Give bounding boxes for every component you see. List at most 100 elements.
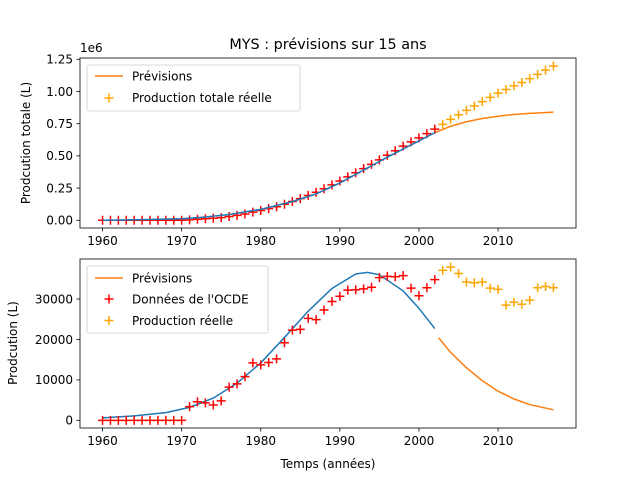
oecd-point xyxy=(192,214,202,224)
real-point xyxy=(541,281,551,291)
oecd-point xyxy=(272,354,282,364)
y-tick-label: 0.00 xyxy=(46,214,73,228)
chart-bottom-marks xyxy=(98,262,558,425)
x-axis-label: Temps (années) xyxy=(280,457,376,471)
oecd-point xyxy=(216,396,226,406)
y-tick-label: 0.25 xyxy=(46,181,73,195)
real-point xyxy=(485,92,495,102)
oecd-point xyxy=(390,272,400,282)
x-tick-label: 1960 xyxy=(87,434,118,448)
oecd-point xyxy=(192,397,202,407)
y-axis-label-top: Prodcution totale (L) xyxy=(19,82,33,204)
chart-top-xticks: 1960 1970 1980 1990 2000 2010 xyxy=(87,228,513,248)
legend-top-box xyxy=(86,64,301,112)
oecd-point xyxy=(414,291,424,301)
legend-real-swatch xyxy=(104,316,114,325)
real-point xyxy=(501,85,511,95)
real-point xyxy=(446,262,456,272)
x-tick-label: 1970 xyxy=(166,434,197,448)
y-tick-label: 1.00 xyxy=(46,85,73,99)
x-tick-label: 1980 xyxy=(245,434,276,448)
oecd-point xyxy=(240,372,250,382)
oecd-point xyxy=(185,402,195,412)
oecd-point xyxy=(208,213,218,223)
oecd-point xyxy=(200,398,210,408)
oecd-point xyxy=(287,325,297,335)
legend-forecast-label: Prévisions xyxy=(132,272,192,286)
y-tick-label: 20000 xyxy=(35,333,73,347)
oecd-point xyxy=(169,215,179,225)
real-point xyxy=(548,61,558,71)
oecd-point xyxy=(98,415,108,425)
real-point xyxy=(493,284,503,294)
oecd-point xyxy=(232,379,242,389)
oecd-point xyxy=(121,415,131,425)
chart-top-marks xyxy=(98,61,558,225)
y-tick-label: 30000 xyxy=(35,292,73,306)
legend-bottom: Prévisions Données de l'OCDE Production … xyxy=(86,265,269,334)
oecd-point xyxy=(145,415,155,425)
legend-bottom-box xyxy=(86,265,269,334)
real-point xyxy=(438,119,448,129)
fit-line xyxy=(102,132,436,222)
real-point xyxy=(509,297,519,307)
real-point xyxy=(461,105,471,115)
legend-top: Prévisions Production totale réelle xyxy=(86,64,301,112)
oecd-point xyxy=(398,271,408,281)
y-tick-label: 1.25 xyxy=(46,53,73,67)
oecd-point xyxy=(359,284,369,294)
oecd-point xyxy=(343,285,353,295)
real-point xyxy=(446,114,456,124)
oecd-point xyxy=(382,271,392,281)
real-point xyxy=(485,283,495,293)
real-point xyxy=(541,65,551,75)
chart-bottom-yticks: 0 10000 20000 30000 xyxy=(35,292,80,428)
real-point xyxy=(469,278,479,288)
x-tick-label: 1980 xyxy=(245,234,276,248)
real-point xyxy=(525,295,535,305)
real-point xyxy=(477,277,487,287)
real-point xyxy=(477,97,487,107)
real-point xyxy=(548,283,558,293)
oecd-point xyxy=(335,291,345,301)
legend-real-swatch xyxy=(104,93,114,103)
legend-oecd-label: Données de l'OCDE xyxy=(132,293,249,307)
real-point xyxy=(454,269,464,279)
y-tick-label: 0.75 xyxy=(46,117,73,131)
oecd-point xyxy=(406,283,416,293)
forecast-line xyxy=(434,111,554,134)
oecd-point xyxy=(145,215,155,225)
x-tick-label: 1990 xyxy=(325,434,356,448)
chart-top: 1960 1970 1980 1990 2000 2010 0.00 0.25 0.50 0.7… xyxy=(19,41,577,248)
legend-real-label: Production totale réelle xyxy=(132,91,272,105)
oecd-point xyxy=(430,275,440,285)
real-point xyxy=(461,277,471,287)
oecd-point xyxy=(153,215,163,225)
oecd-point xyxy=(200,214,210,224)
y-tick-label: 0.50 xyxy=(46,149,73,163)
x-tick-label: 2010 xyxy=(483,434,514,448)
y-tick-label: 10000 xyxy=(35,373,73,387)
oecd-point xyxy=(224,382,234,392)
oecd-point xyxy=(129,415,139,425)
oecd-point xyxy=(105,415,115,425)
oecd-point xyxy=(232,210,242,220)
oecd-point xyxy=(177,415,187,425)
oecd-point xyxy=(311,315,321,325)
real-point xyxy=(533,69,543,79)
fit-line xyxy=(102,271,436,419)
oecd-point xyxy=(248,358,258,368)
legend-forecast-label: Prévisions xyxy=(132,70,192,84)
oecd-point xyxy=(161,215,171,225)
oecd-point xyxy=(303,313,313,323)
x-tick-label: 2000 xyxy=(404,234,435,248)
x-tick-label: 2000 xyxy=(404,434,435,448)
oecd-point xyxy=(177,215,187,225)
oecd-point xyxy=(256,360,266,370)
x-tick-label: 1990 xyxy=(325,234,356,248)
real-point xyxy=(469,101,479,111)
oecd-point xyxy=(137,415,147,425)
oecd-point xyxy=(327,296,337,306)
real-point xyxy=(454,110,464,120)
plot-frame-bottom xyxy=(79,258,577,429)
